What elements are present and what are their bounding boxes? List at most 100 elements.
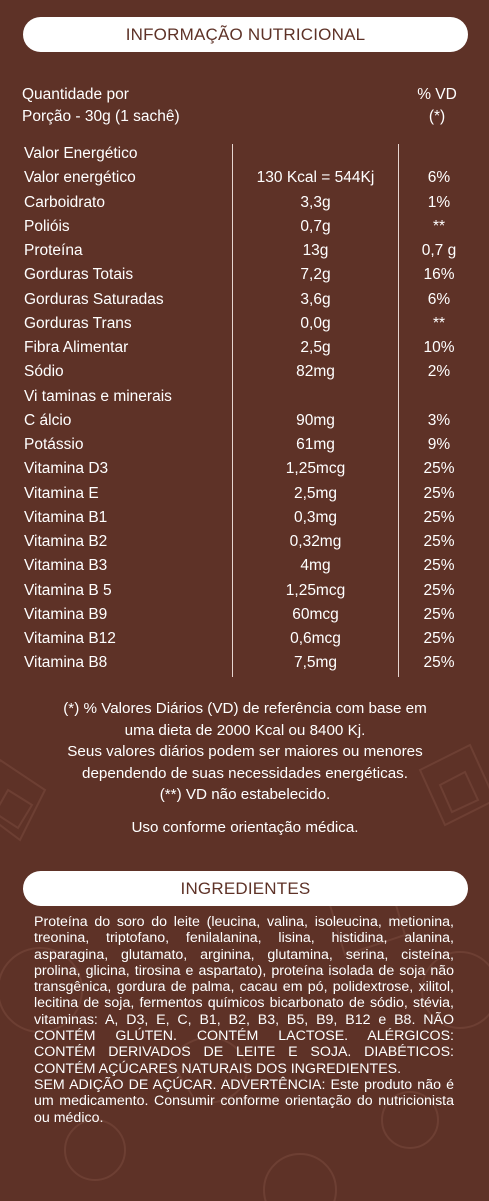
nutrient-name: Vi taminas e minerais (24, 387, 172, 405)
footnote-line: Seus valores diários podem ser maiores o… (67, 743, 423, 760)
nutrient-name: Gorduras Totais (24, 266, 134, 284)
table-row: Vitamina E 2,5mg 25% (0, 482, 489, 506)
nutrient-name: Gorduras Trans (24, 314, 132, 332)
nutrient-vd: 25% (423, 508, 455, 526)
nutrient-name: C álcio (24, 411, 72, 429)
nutrient-amount: 61mg (296, 436, 335, 453)
nutrient-name: Potássio (24, 436, 84, 453)
nutrient-vd: 6% (427, 290, 451, 308)
nutrient-vd: 1% (427, 193, 451, 211)
table-row: Vitamina D3 1,25mcg 25% (0, 457, 489, 481)
table-row: Vi taminas e minerais (0, 385, 489, 409)
nutrient-vd: 25% (423, 557, 455, 575)
nutrient-vd: 6% (427, 169, 451, 187)
table-row: Valor Energético (0, 142, 489, 166)
nutrient-name: Vitamina B3 (24, 557, 108, 575)
nutrient-amount: 0,3mg (293, 508, 338, 526)
nutrient-amount: 0,7g (300, 217, 331, 235)
table-row: Vitamina B3 4mg 25% (0, 554, 489, 578)
nutrient-name: Vitamina E (24, 484, 99, 502)
table-row: Potássio 61mg 9% (0, 433, 489, 457)
table-row: Vitamina B2 0,32mg 25% (0, 530, 489, 554)
nutrient-vd: 25% (423, 460, 455, 478)
table-row: Vitamina B 5 1,25mcg 25% (0, 579, 489, 603)
nutrient-amount: 13g (302, 242, 329, 259)
nutrient-name: Vitamina B8 (24, 654, 108, 672)
nutrition-footnotes: (*) % Valores Diários (VD) de referência… (20, 698, 470, 806)
table-row: Fibra Alimentar 2,5g 10% (0, 336, 489, 360)
nutrition-title: INFORMAÇÃO NUTRICIONAL (125, 24, 366, 44)
table-row: Gorduras Totais 7,2g 16% (0, 263, 489, 287)
table-row: C álcio 90mg 3% (0, 409, 489, 433)
footnote-line: (*) % Valores Diários (VD) de referência… (63, 700, 427, 717)
nutrient-vd: 3% (427, 411, 451, 429)
nutrient-vd: ** (432, 314, 446, 332)
table-row: Valor energético 130 Kcal = 544Kj 6% (0, 166, 489, 190)
table-row: Vitamina B1 0,3mg 25% (0, 506, 489, 530)
nutrient-amount: 0,6mcg (290, 630, 341, 647)
nutrient-name: Valor Energético (24, 145, 138, 162)
nutrient-vd: 25% (423, 654, 455, 672)
footnote-line: uma dieta de 2000 Kcal ou 8400 Kj. (124, 721, 366, 739)
nutrient-name: Fibra Alimentar (24, 339, 129, 356)
footnote-line: (**) VD não estabelecido. (159, 786, 331, 803)
nutrient-vd: ** (432, 217, 446, 235)
ingredients-title: INGREDIENTES (180, 878, 311, 898)
nutrient-vd: 2% (427, 363, 451, 381)
nutrient-amount: 0,0g (300, 314, 331, 332)
nutrient-vd: 25% (423, 581, 455, 599)
nutrient-name: Vitamina B1 (24, 508, 108, 526)
table-row: Gorduras Saturadas 3,6g 6% (0, 288, 489, 312)
nutrient-name: Vitamina B2 (24, 533, 108, 550)
nutrient-name: Vitamina D3 (24, 460, 109, 478)
table-row: Carboidrato 3,3g 1% (0, 191, 489, 215)
nutrient-vd: 0,7 g (421, 242, 457, 259)
nutrient-amount: 130 Kcal = 544Kj (256, 169, 375, 187)
table-row: Vitamina B8 7,5mg 25% (0, 651, 489, 675)
ingredients-paragraph: Proteína do soro do leite (leucina, vali… (34, 914, 454, 1077)
usage-note: Uso conforme orientação médica. (131, 819, 359, 836)
vd-label: % VD (417, 86, 457, 103)
nutrient-name: Vitamina B12 (24, 630, 116, 647)
nutrient-amount: 3,6g (300, 290, 331, 308)
nutrient-amount: 1,25mcg (285, 460, 346, 478)
table-row: Polióis 0,7g ** (0, 215, 489, 239)
nutrient-amount: 2,5mg (293, 484, 338, 502)
column-divider-2 (398, 144, 399, 677)
nutrient-vd: 25% (423, 533, 455, 550)
nutrient-name: Valor energético (24, 169, 136, 187)
nutrition-title-banner: INFORMAÇÃO NUTRICIONAL (23, 17, 468, 52)
warning-paragraph: SEM ADIÇÃO DE AÇÚCAR. ADVERTÊNCIA: Este … (34, 1076, 454, 1126)
nutrient-vd: 9% (427, 436, 451, 453)
nutrient-name: Proteína (24, 242, 83, 259)
column-divider-1 (232, 144, 233, 677)
table-row: Sódio 82mg 2% (0, 360, 489, 384)
nutrient-amount: 7,5mg (293, 654, 338, 672)
nutrient-name: Polióis (24, 217, 70, 235)
nutrient-name: Carboidrato (24, 193, 105, 211)
nutrient-amount: 1,25mcg (285, 581, 346, 599)
nutrient-vd: 25% (423, 605, 455, 623)
table-row: Proteína 13g 0,7 g (0, 239, 489, 263)
nutrient-amount: 4mg (300, 557, 331, 575)
nutrient-amount: 82mg (296, 363, 335, 381)
vd-note-mark: (*) (428, 108, 446, 125)
table-row: Vitamina B12 0,6mcg 25% (0, 627, 489, 651)
serving-label: Quantidade por (22, 86, 129, 103)
table-row: Gorduras Trans 0,0g ** (0, 312, 489, 336)
nutrient-name: Gorduras Saturadas (24, 290, 164, 308)
nutrient-amount: 2,5g (300, 339, 331, 356)
nutrient-vd: 25% (423, 630, 455, 647)
nutrient-name: Vitamina B 5 (24, 581, 112, 599)
nutrient-amount: 3,3g (300, 193, 331, 211)
footnote-line: dependendo de suas necessidades energéti… (82, 764, 408, 782)
nutrient-vd: 16% (423, 266, 455, 284)
nutrient-amount: 90mg (296, 411, 335, 429)
nutrient-name: Vitamina B9 (24, 605, 108, 623)
table-row: Vitamina B9 60mcg 25% (0, 603, 489, 627)
nutrient-amount: 7,2g (300, 266, 331, 284)
nutrient-vd: 25% (423, 484, 455, 502)
serving-size: Porção - 30g (1 sachê) (22, 108, 180, 125)
nutrient-amount: 0,32mg (289, 533, 342, 550)
ingredients-text: Proteína do soro do leite (leucina, vali… (34, 914, 454, 1126)
